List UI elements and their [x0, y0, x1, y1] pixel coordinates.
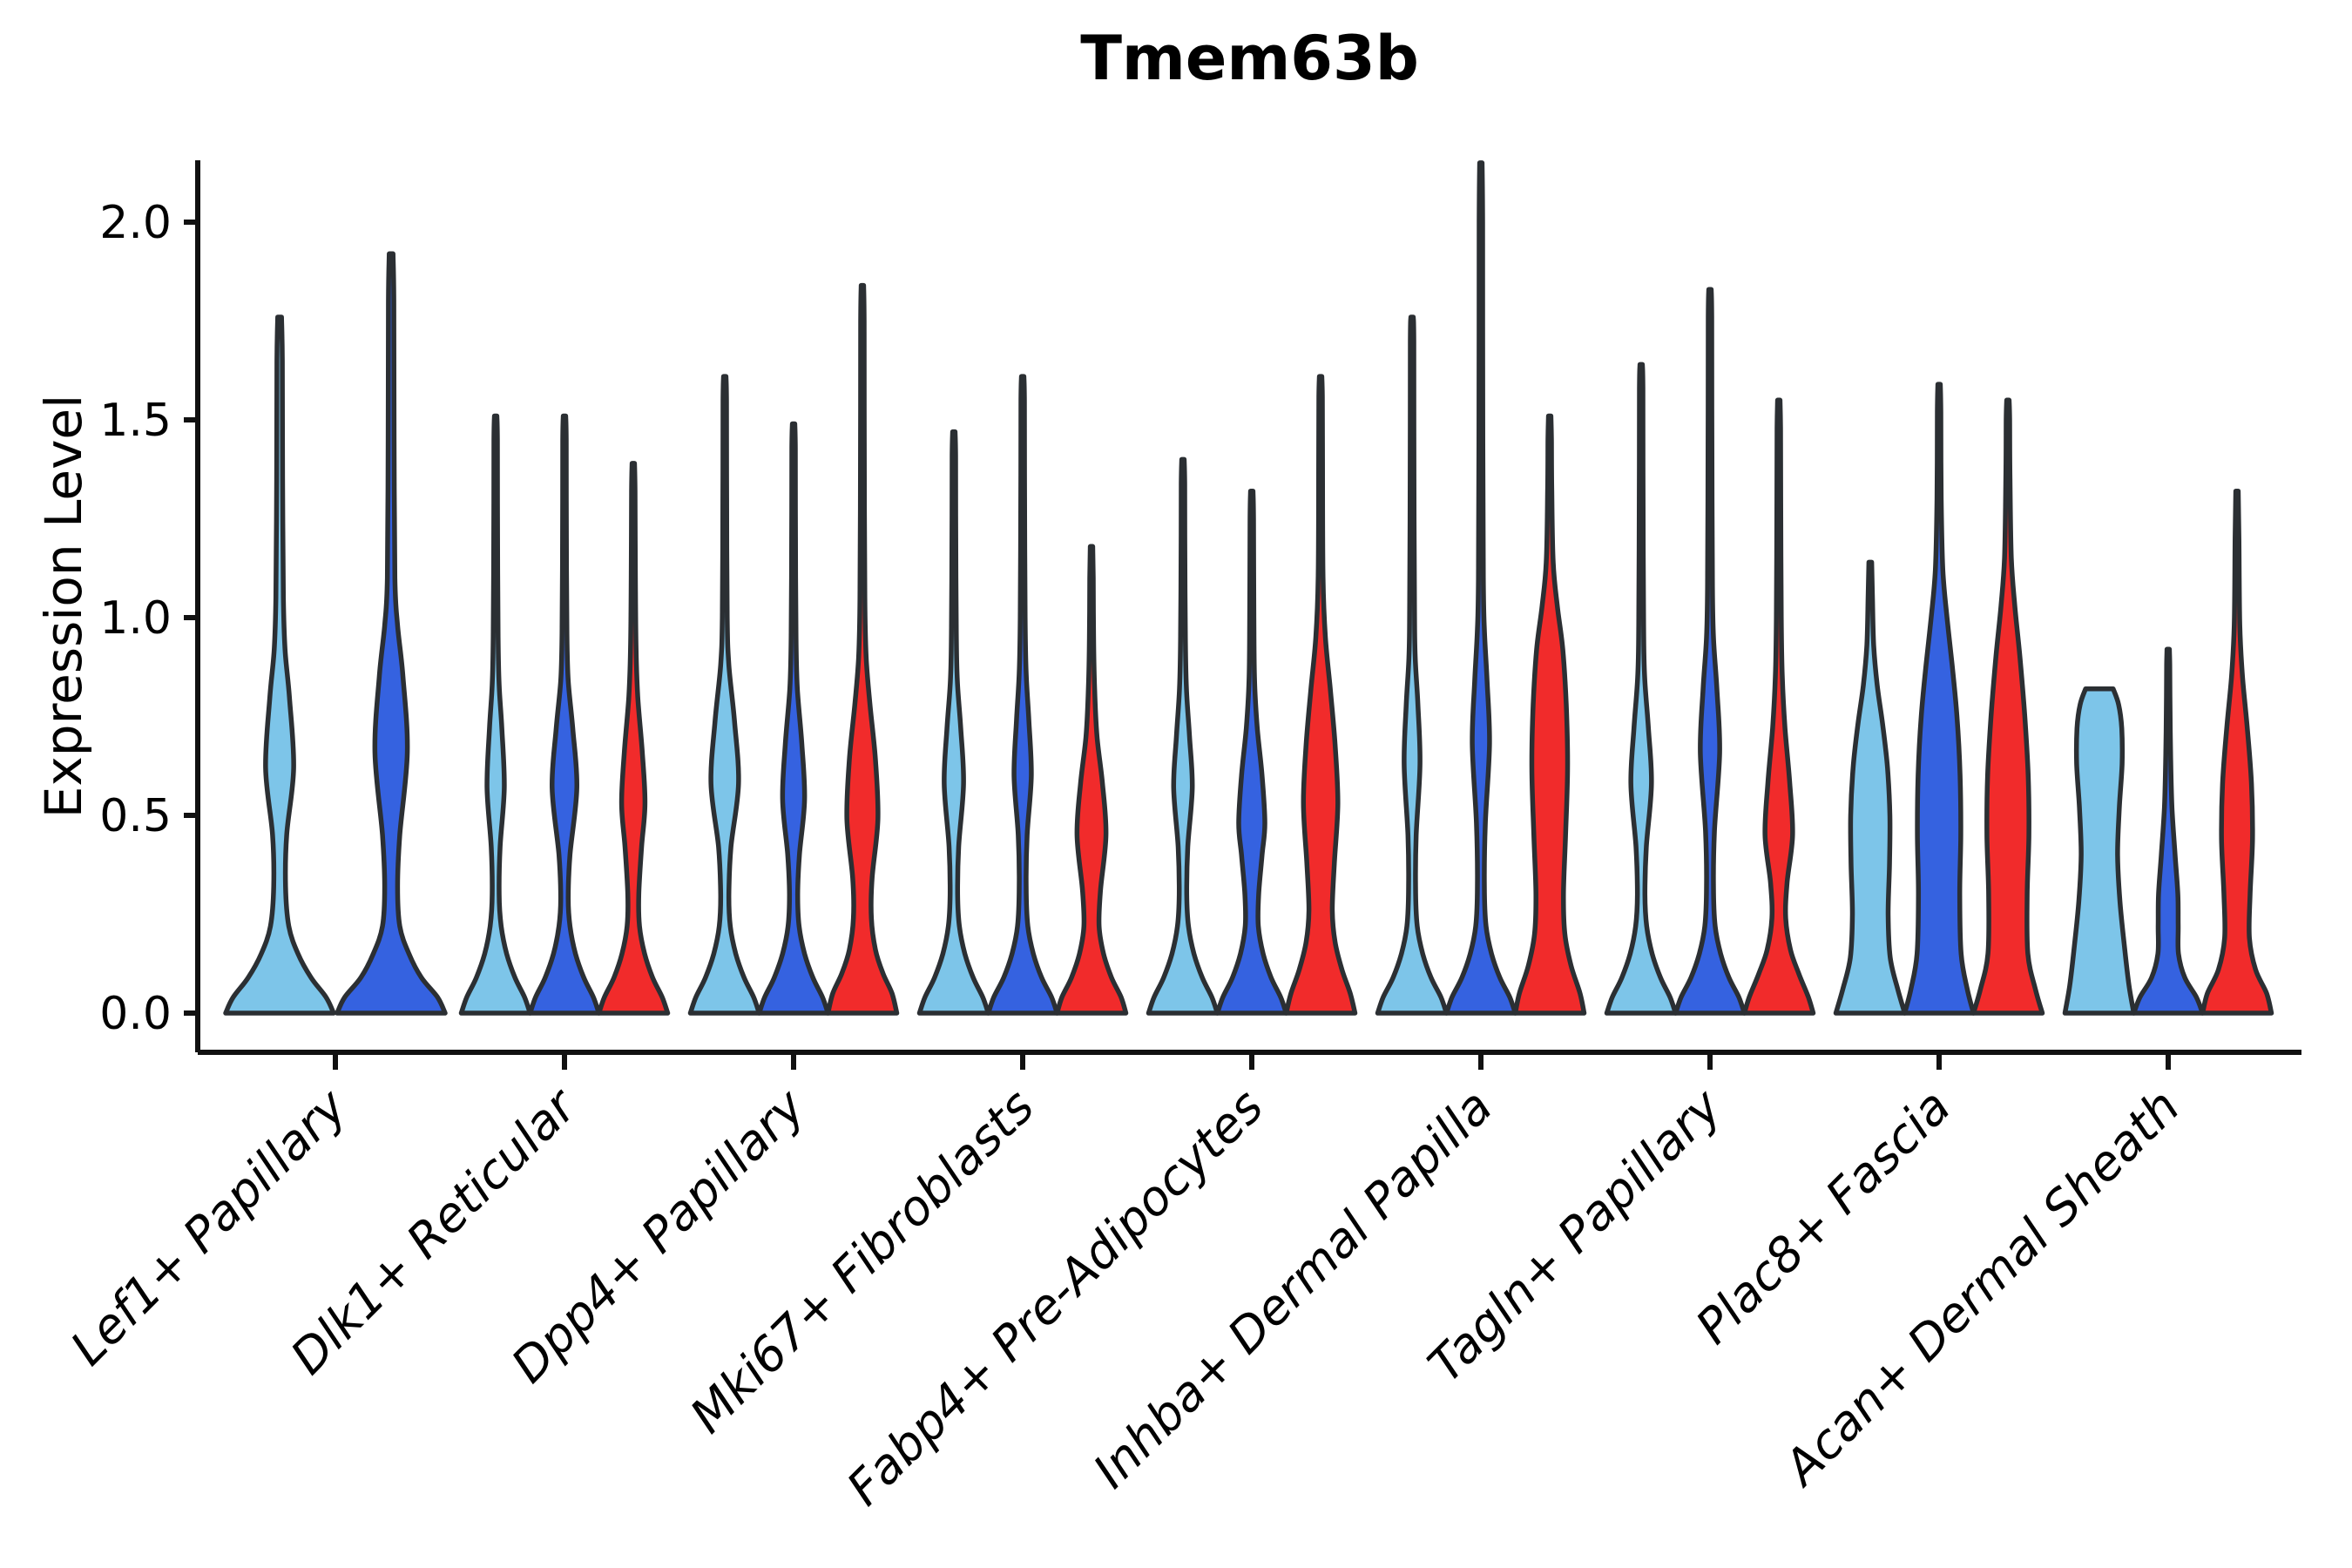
violin-dlk1-reticular-split1: [527, 413, 602, 1016]
violin-dpp4-papillary-split1: [756, 421, 831, 1016]
violin-plac8-fascia-split1: [1902, 382, 1977, 1016]
x-tick-label: Fabp4+ Pre-Adipocytes: [836, 1078, 1274, 1516]
y-tick-label: 1.0: [99, 592, 172, 645]
violin-dlk1-reticular-split2: [596, 461, 671, 1016]
violin-inhba-dermal-papilla-split2: [1512, 413, 1587, 1016]
violin-tagln-papillary-split1: [1673, 287, 1747, 1016]
violin-dpp4-papillary-split2: [825, 282, 900, 1016]
violin-acan-dermal-sheath-split1: [2131, 646, 2206, 1016]
violin-dlk1-reticular-split0: [458, 413, 533, 1016]
violin-mki67-fibroblasts-split0: [916, 429, 991, 1016]
y-tick-label: 2.0: [99, 197, 172, 249]
violin-fabp4-pre-adipocytes-split0: [1146, 456, 1220, 1016]
y-tick-label: 1.5: [99, 395, 172, 447]
y-tick-label: 0.0: [99, 988, 172, 1040]
violin-fabp4-pre-adipocytes-split1: [1214, 488, 1289, 1016]
violin-acan-dermal-sheath-split2: [2200, 488, 2274, 1016]
violin-lef1-papillary-split1: [335, 251, 448, 1016]
violin-dpp4-papillary-split0: [687, 374, 762, 1016]
violin-tagln-papillary-split2: [1741, 397, 1816, 1016]
violin-lef1-papillary-split0: [223, 314, 336, 1016]
violin-inhba-dermal-papilla-split1: [1443, 160, 1518, 1016]
x-tick-label: Acan+ Dermal Sheath: [1772, 1078, 2191, 1497]
violin-tagln-papillary-split0: [1604, 362, 1679, 1016]
violin-plac8-fascia-split0: [1833, 559, 1908, 1016]
x-tick-label: Inhba+ Dermal Papilla: [1083, 1078, 1503, 1498]
chart-title: Tmem63b: [1080, 23, 1419, 94]
violin-plac8-fascia-split2: [1970, 397, 2045, 1016]
violin-acan-dermal-sheath-split0: [2062, 686, 2137, 1016]
y-tick-label: 0.5: [99, 790, 172, 842]
violin-fabp4-pre-adipocytes-split2: [1283, 374, 1358, 1016]
violin-mki67-fibroblasts-split2: [1054, 544, 1129, 1016]
violin-inhba-dermal-papilla-split0: [1375, 314, 1450, 1016]
violin-mki67-fibroblasts-split1: [985, 374, 1060, 1016]
